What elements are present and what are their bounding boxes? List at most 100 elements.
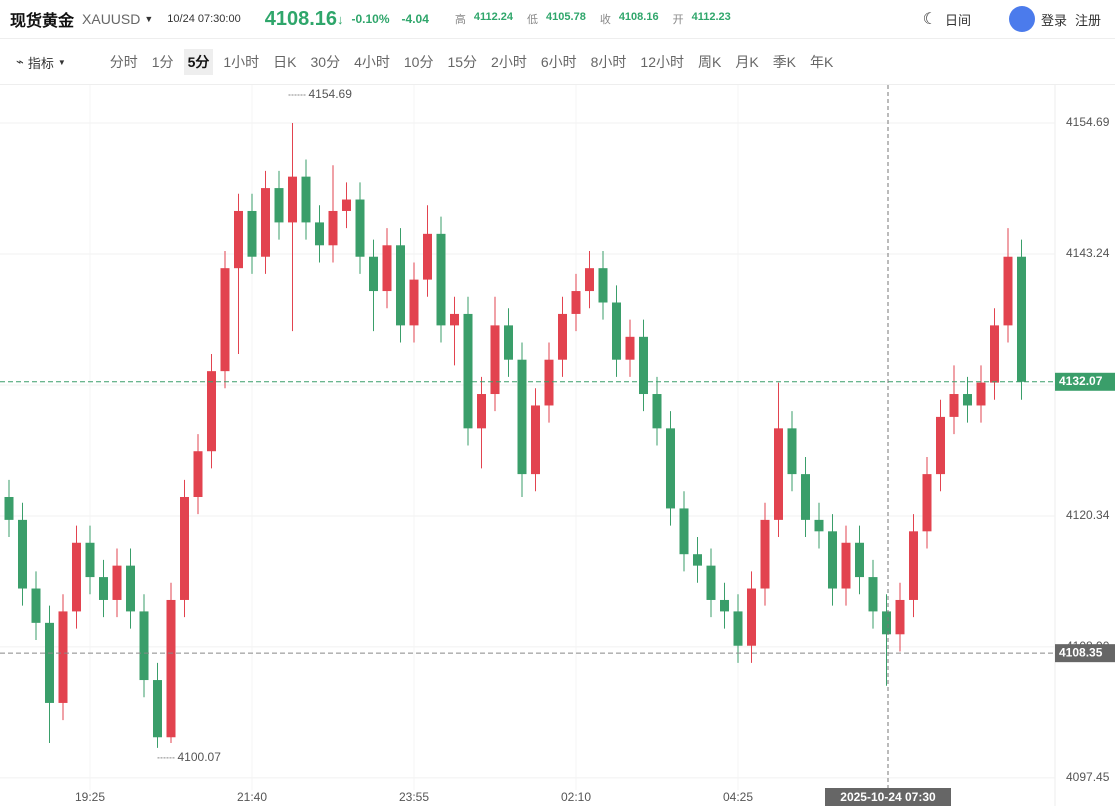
candle-body (342, 199, 351, 211)
candle-body (490, 325, 500, 395)
name: 现货黄金 (10, 13, 75, 30)
candle-body (274, 188, 284, 223)
interval-tab[interactable]: 日K (273, 54, 297, 70)
stat-value: 4112.24 (473, 11, 514, 23)
candle-body (868, 577, 878, 612)
candle-body (45, 622, 54, 703)
datetime: 10/24 07:30:00 (167, 13, 241, 25)
candle-body (207, 371, 216, 452)
dropdown-icon[interactable]: ▼ (144, 14, 154, 24)
interval-tab[interactable]: 5分 (183, 49, 214, 75)
avatar[interactable] (1008, 6, 1035, 32)
candle-body (814, 519, 824, 532)
candle-body (301, 176, 311, 223)
x-tick-label: 23:55 (399, 790, 429, 804)
candle-body (220, 268, 230, 372)
candle-body (733, 611, 743, 646)
interval-tab[interactable]: 年K (810, 54, 834, 70)
y-tick-label: 4120.34 (1066, 508, 1110, 522)
candle-body (774, 428, 783, 520)
candle-body (922, 474, 932, 532)
candle-body (720, 599, 729, 612)
candle-body (31, 588, 41, 623)
candle-body (288, 176, 297, 223)
candle-body (450, 313, 459, 326)
candle-body (126, 565, 135, 612)
candle-body (882, 611, 891, 635)
candle-body (517, 359, 527, 475)
interval-tab[interactable]: 4小时 (354, 54, 390, 70)
candle-body (760, 519, 770, 589)
interval-tab[interactable]: 8小时 (590, 54, 627, 70)
candle-body (423, 233, 432, 280)
candle-body (18, 519, 27, 589)
down-arrow: ↓ (337, 11, 344, 27)
stat-label: 开 (672, 14, 684, 26)
candle-body (909, 531, 918, 600)
candle-body (72, 542, 81, 612)
candle-body (949, 394, 959, 417)
candle-body (166, 599, 176, 738)
interval-tab[interactable]: 月K (735, 54, 759, 70)
x-tick-label: 21:40 (237, 790, 267, 804)
candle-body (679, 508, 689, 555)
interval-tab[interactable]: 6小时 (540, 54, 577, 70)
candle-body (666, 428, 675, 509)
toolbar: ⌁ 指标 ▼ 分时 1分 5分 1小时 日K 30分 4小时 10分 15分 2小时 6小时 8小时 1… (0, 40, 1115, 85)
candle-body (382, 245, 392, 292)
moon-icon[interactable]: ☾ (922, 11, 937, 28)
interval-tab[interactable]: 季K (772, 54, 797, 70)
candle-body (369, 256, 378, 292)
interval-tab[interactable]: 30分 (310, 54, 341, 70)
candle-body (1017, 256, 1026, 382)
candle-body (990, 325, 999, 383)
candle-body (693, 554, 702, 566)
interval-tab[interactable]: 12小时 (640, 54, 684, 70)
candle-body (531, 405, 540, 475)
interval-tab[interactable]: 分时 (109, 54, 138, 70)
candle-body (747, 588, 756, 646)
header: 现货黄金 XAUUSD ▼ 10/24 07:30:00 4108.16 ↓ -… (0, 0, 1115, 39)
crosshair-label: 2025-10-24 07:30 (840, 790, 936, 804)
interval-tab[interactable]: 10分 (403, 54, 434, 70)
interval-tab[interactable]: 2小时 (491, 54, 527, 70)
stat-value: 4112.23 (691, 11, 731, 23)
interval-tab[interactable]: 1分 (151, 54, 174, 70)
register[interactable]: 注册 (1074, 12, 1101, 28)
candle-body (612, 302, 621, 360)
candle-body (571, 291, 581, 314)
candle-body (153, 680, 162, 738)
candle-body (585, 268, 594, 292)
candle-body (504, 325, 513, 360)
candle-body (85, 542, 95, 578)
theme-toggle[interactable]: 日间 (944, 12, 971, 28)
indicator-button[interactable]: 指标 (27, 55, 54, 71)
candle-body (463, 313, 473, 429)
current-price-tag (1055, 372, 1115, 391)
stat-label: 收 (599, 14, 611, 26)
candle-body (895, 599, 905, 635)
candle-body (112, 565, 122, 600)
candle-body (828, 531, 837, 589)
current-price-label: 4132.07 (1059, 374, 1103, 388)
candle-body (706, 565, 716, 600)
candle-body (477, 394, 486, 429)
stat-value: 4108.16 (618, 11, 659, 23)
stat-value: 4105.78 (546, 11, 586, 23)
candle-body (787, 428, 797, 475)
dropdown-icon[interactable]: ▼ (57, 57, 66, 67)
candle-body (58, 611, 68, 703)
login[interactable]: 登录 (1040, 12, 1067, 28)
indicator-icon[interactable]: ⌁ (16, 54, 24, 69)
candle-body (234, 210, 243, 269)
candle-body (193, 451, 203, 497)
price-line-label: 4108.35 (1059, 645, 1103, 659)
candle-body (328, 210, 338, 246)
interval-tab[interactable]: 周K (698, 54, 722, 70)
interval-tab[interactable]: 15分 (447, 54, 478, 70)
symbol[interactable]: XAUUSD (82, 11, 141, 27)
interval-tab[interactable]: 1小时 (223, 54, 260, 70)
candle-body (936, 416, 945, 475)
